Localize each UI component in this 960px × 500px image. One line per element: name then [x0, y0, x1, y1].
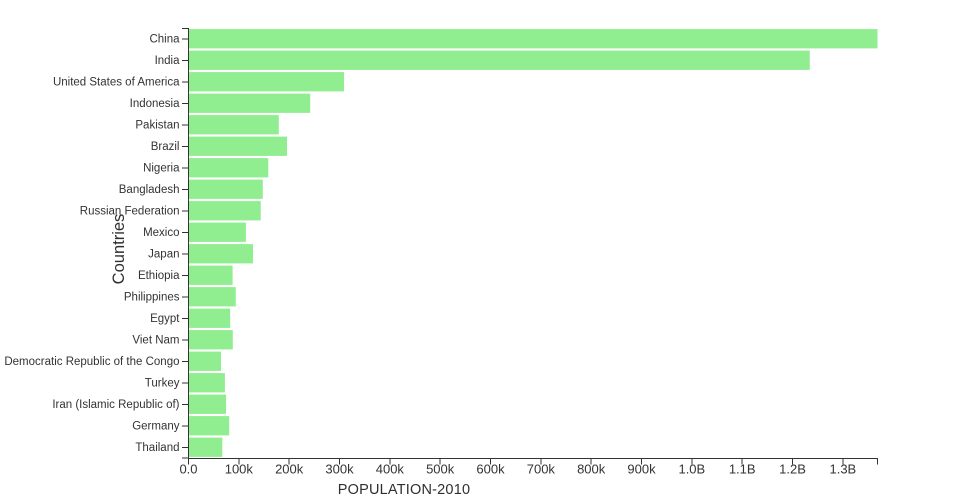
- y-tick-label: Iran (Islamic Republic of): [52, 399, 179, 411]
- x-tick-label: 100k: [225, 462, 254, 477]
- x-tick-label: 800k: [577, 462, 606, 477]
- bar: [189, 115, 279, 135]
- y-tick-label: Turkey: [145, 377, 180, 389]
- x-tick-label: 1.2B: [779, 462, 806, 477]
- x-axis-line: [188, 458, 878, 465]
- bar: [189, 50, 810, 70]
- x-tick-label: 400k: [376, 462, 405, 477]
- y-tick-label: Philippines: [124, 291, 180, 303]
- y-axis-line: [182, 28, 189, 459]
- y-tick-label: Democratic Republic of the Congo: [4, 356, 179, 368]
- y-tick-label: Mexico: [143, 227, 179, 239]
- y-tick-label: Russian Federation: [80, 205, 180, 217]
- x-tick-label: 500k: [426, 462, 455, 477]
- bar: [189, 201, 261, 221]
- x-tick-label: 300k: [325, 462, 354, 477]
- bar: [189, 287, 236, 307]
- x-tick-label: 600k: [476, 462, 505, 477]
- y-tick-label: China: [149, 33, 180, 45]
- x-tick-label: 1.0B: [678, 462, 705, 477]
- y-tick-label: United States of America: [53, 76, 180, 88]
- bar: [189, 222, 246, 242]
- bar: [189, 416, 230, 436]
- bar: [189, 330, 233, 350]
- x-tick-label: 1.1B: [729, 462, 756, 477]
- bar: [189, 437, 223, 457]
- bar: [189, 244, 253, 264]
- y-tick-label: India: [155, 55, 181, 67]
- y-tick-label: Bangladesh: [119, 184, 180, 196]
- bar: [189, 136, 288, 156]
- y-tick-label: Brazil: [151, 141, 180, 153]
- x-tick-label: 0.0: [179, 462, 197, 477]
- bar: [189, 373, 225, 393]
- y-tick-label: Germany: [132, 420, 180, 432]
- bars-layer: [189, 29, 878, 457]
- bar: [189, 308, 231, 328]
- bar: [189, 158, 269, 178]
- bar: [189, 72, 345, 92]
- x-tick-label: 1.3B: [829, 462, 856, 477]
- y-tick-label: Egypt: [150, 313, 180, 325]
- x-axis-title: POPULATION-2010: [338, 482, 470, 498]
- bar: [189, 179, 263, 199]
- bar: [189, 351, 221, 371]
- bar: [189, 265, 233, 285]
- axes-layer: China India United States of America Indone…: [4, 28, 878, 477]
- y-tick-label: Thailand: [135, 442, 179, 454]
- y-tick-label: Indonesia: [130, 98, 180, 110]
- bar: [189, 394, 227, 414]
- x-tick-label: 700k: [527, 462, 556, 477]
- bar: [189, 93, 311, 113]
- y-tick-label: Pakistan: [135, 119, 179, 131]
- x-tick-label: 200k: [275, 462, 304, 477]
- x-tick-label: 900k: [627, 462, 656, 477]
- y-tick-label: Viet Nam: [132, 334, 179, 346]
- y-tick-label: Ethiopia: [138, 270, 180, 282]
- bar: [189, 29, 878, 49]
- y-tick-label: Nigeria: [143, 162, 180, 174]
- y-axis-title: Countries: [110, 214, 128, 285]
- y-tick-label: Japan: [148, 248, 179, 260]
